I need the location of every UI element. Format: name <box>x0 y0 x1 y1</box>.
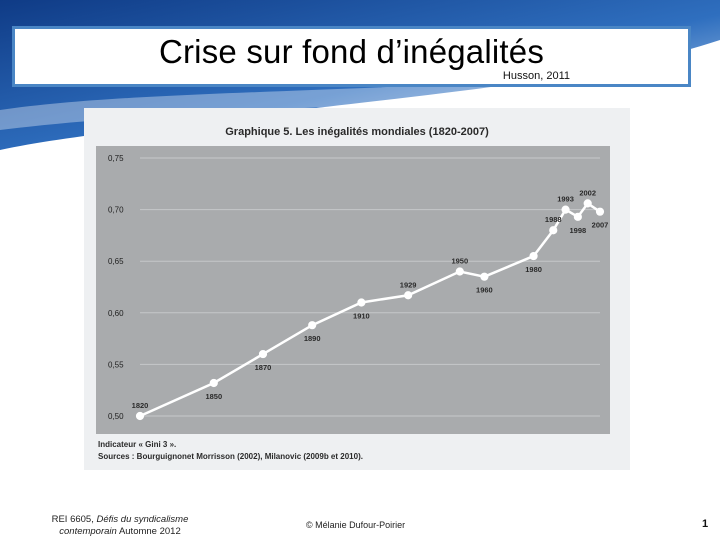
data-point <box>549 226 558 235</box>
y-tick-label: 0,50 <box>108 412 124 421</box>
data-point <box>404 291 413 300</box>
footer-term: Automne 2012 <box>118 526 181 537</box>
data-label: 1998 <box>570 226 587 235</box>
data-label: 1993 <box>557 195 574 204</box>
title-box: Crise sur fond d’inégalités Husson, 2011 <box>12 26 691 87</box>
data-point <box>357 298 366 307</box>
data-label: 1960 <box>476 286 493 295</box>
plot-area <box>96 146 610 434</box>
line-chart: 0,75 0,70 0,65 0,60 0,55 0,50 1820 1850 1870 1890… <box>96 146 610 434</box>
data-point <box>135 411 145 421</box>
data-label: 1980 <box>525 265 542 274</box>
y-tick-label: 0,75 <box>108 154 124 163</box>
data-label: 1950 <box>451 257 468 266</box>
y-tick-label: 0,65 <box>108 257 124 266</box>
data-label: 1820 <box>132 401 149 410</box>
data-point <box>480 272 489 281</box>
data-point <box>455 267 464 276</box>
data-label: 2007 <box>592 221 609 230</box>
data-point <box>595 207 605 216</box>
slide-subtitle: Husson, 2011 <box>502 70 570 82</box>
data-label: 1850 <box>205 392 222 401</box>
data-point <box>573 212 582 221</box>
y-tick-label: 0,70 <box>108 206 124 215</box>
data-point <box>583 199 592 208</box>
data-point <box>529 251 538 261</box>
data-point <box>308 321 317 330</box>
chart-title: Graphique 5. Les inégalités mondiales (1… <box>225 126 489 138</box>
data-label: 1870 <box>255 363 272 372</box>
footer-course-code: REI 6605, <box>51 514 94 525</box>
data-point <box>561 205 570 214</box>
footer-course-title: Défis du syndicalisme contemporain <box>59 514 189 537</box>
data-label: 1910 <box>353 311 370 320</box>
data-point <box>258 349 268 359</box>
data-label: 1929 <box>400 280 417 289</box>
chart-note-sources: Sources : Bourguignonet Morrisson (2002)… <box>98 452 363 461</box>
y-tick-label: 0,60 <box>108 309 124 318</box>
chart-figure: Graphique 5. Les inégalités mondiales (1… <box>84 108 630 470</box>
page-number: 1 <box>702 518 709 530</box>
footer-author: © Mélanie Dufour-Poirier <box>306 520 406 530</box>
data-label: 1988 <box>545 215 562 224</box>
y-tick-label: 0,55 <box>108 360 124 369</box>
data-label: 2002 <box>579 188 596 197</box>
data-label: 1890 <box>304 334 321 343</box>
chart-note-indicator: Indicateur « Gini 3 ». <box>98 440 177 449</box>
footer-course: REI 6605, Défis du syndicalisme contempo… <box>40 514 200 538</box>
slide-title: Crise sur fond d’inégalités <box>158 33 545 70</box>
data-point <box>209 378 218 388</box>
